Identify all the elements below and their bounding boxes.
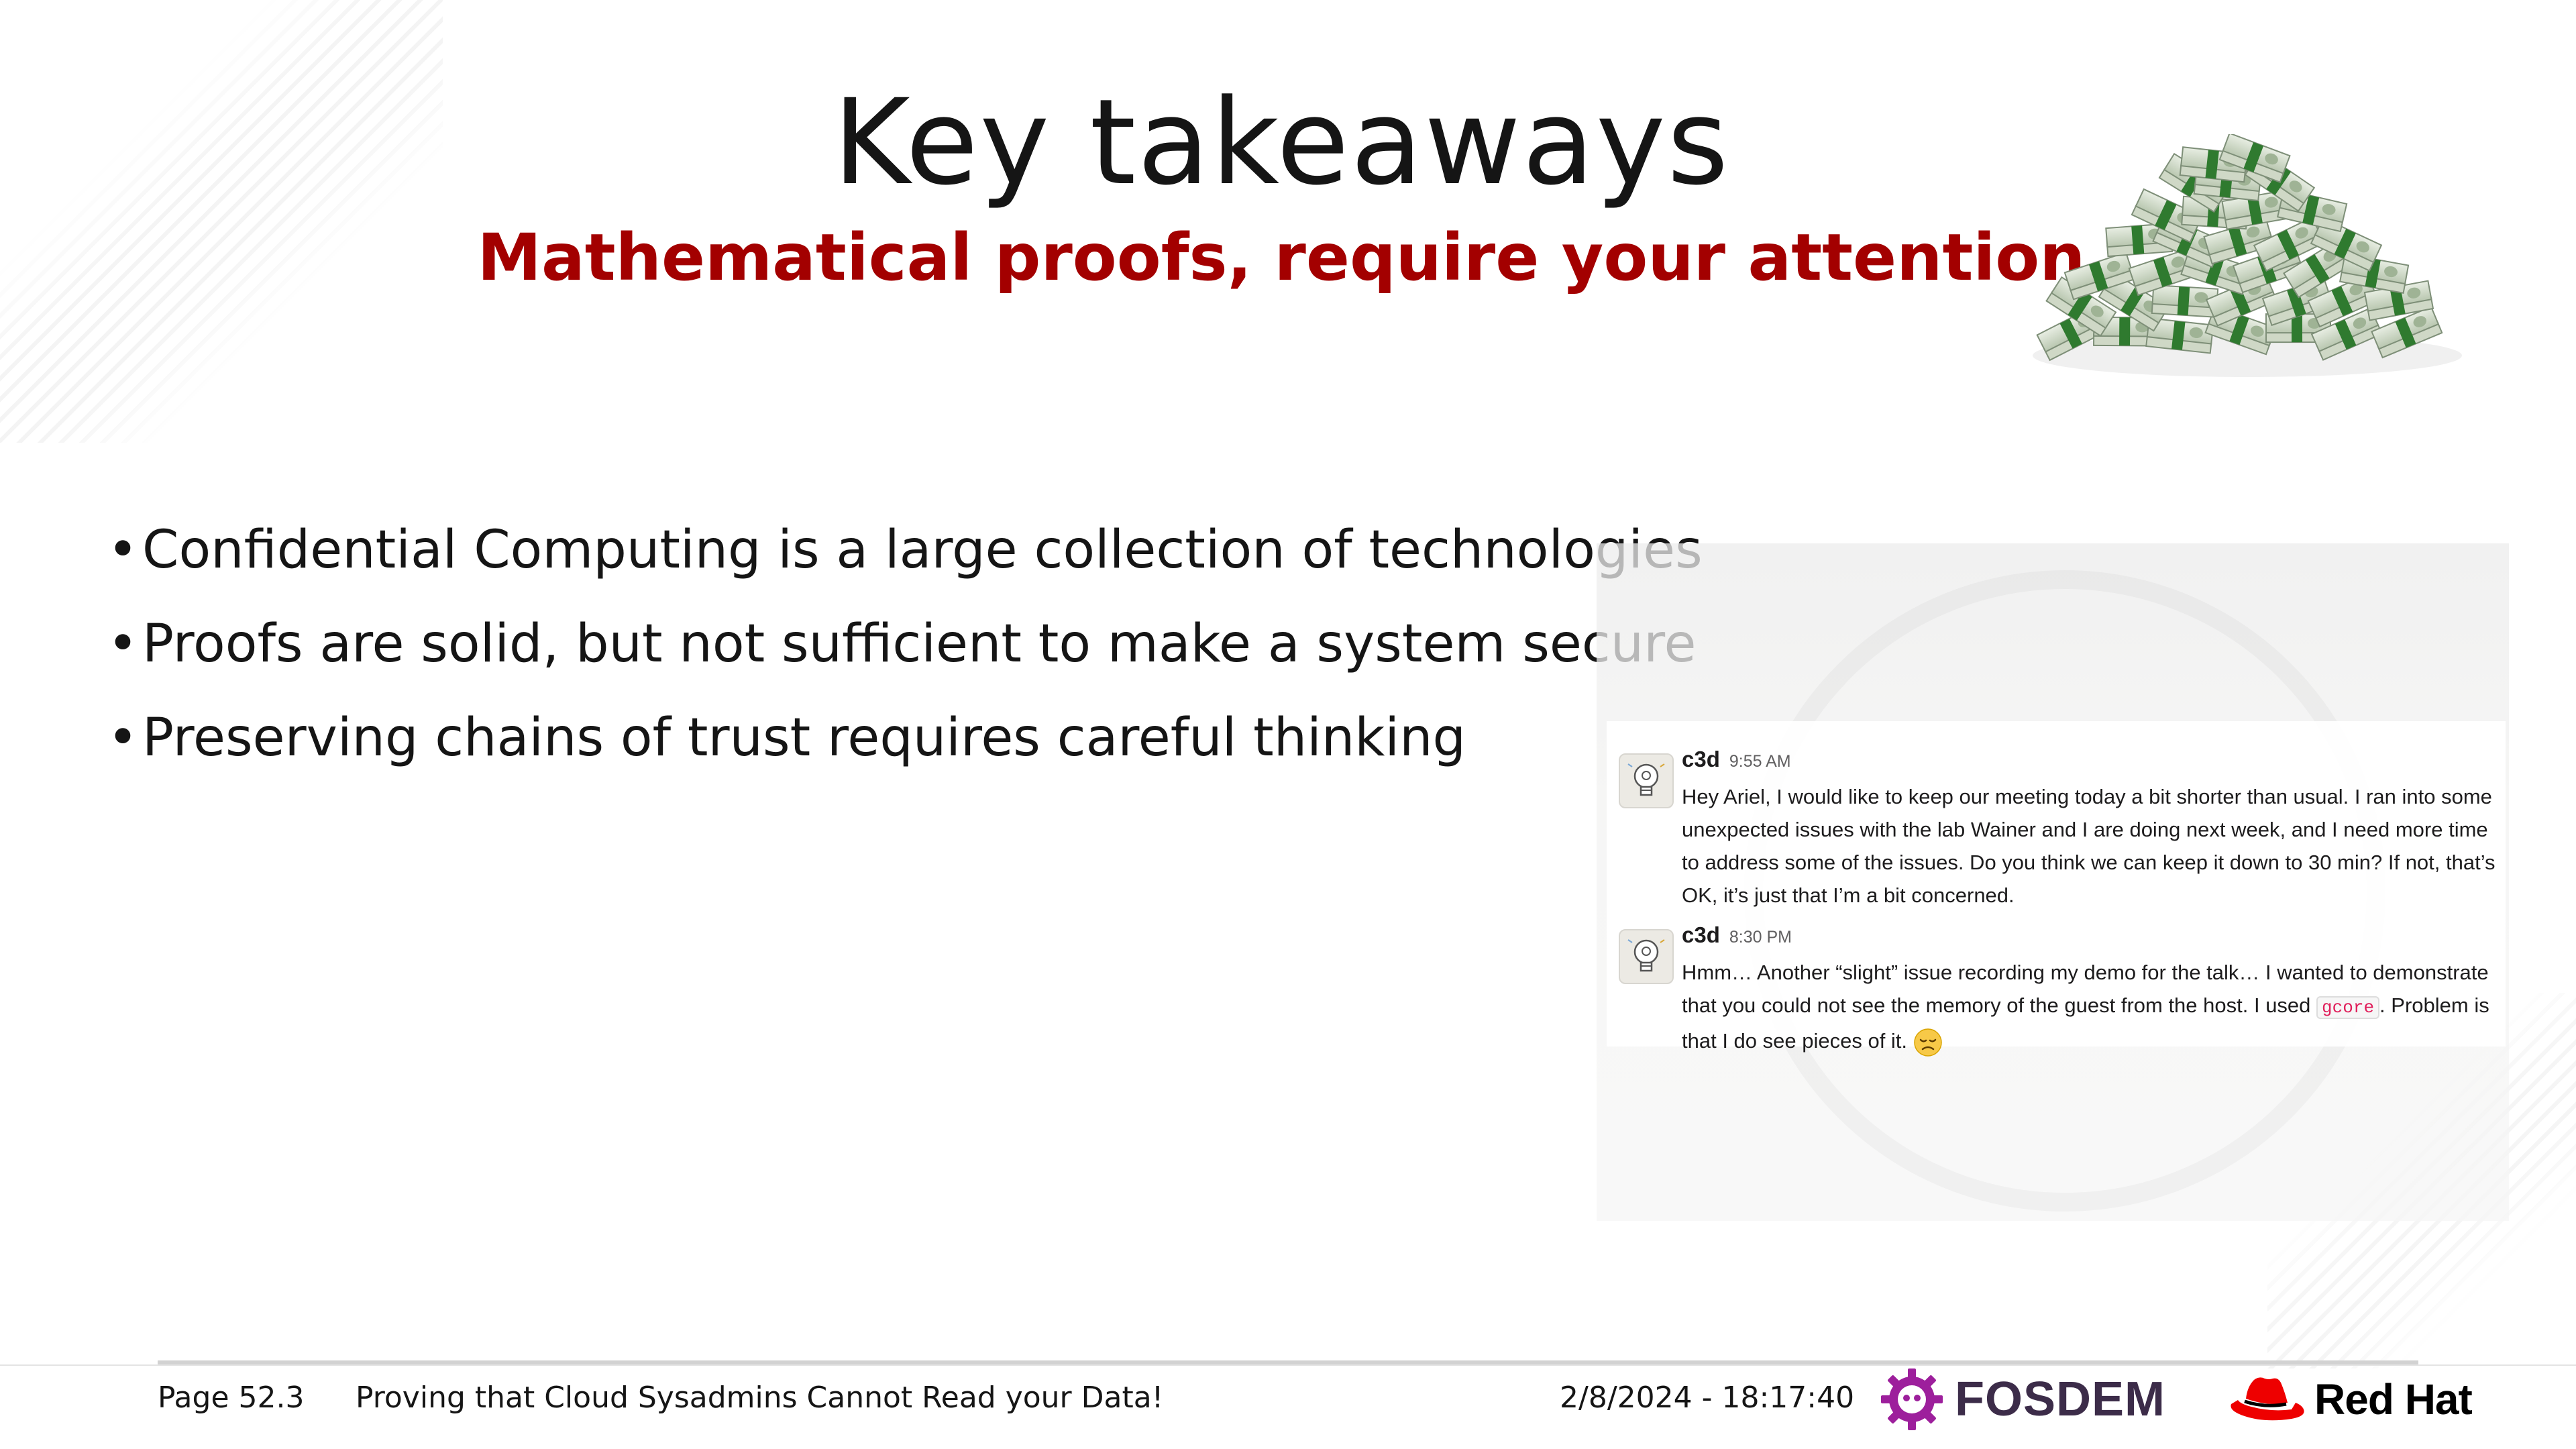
- money-band: [2229, 315, 2249, 345]
- money-band: [2155, 200, 2177, 231]
- fosdem-gear-icon: [1881, 1368, 1943, 1430]
- money-stack: [2145, 317, 2214, 354]
- lightbulb-avatar-icon: [1627, 939, 1665, 972]
- bill-portrait: [2349, 284, 2363, 296]
- message-text-part: . Problem is that I do see pieces of it.: [1682, 994, 2489, 1053]
- money-band: [2068, 290, 2092, 321]
- message-timestamp[interactable]: 9:55 AM: [1729, 752, 1791, 771]
- slide-subtitle: Mathematical proofs, require your attent…: [477, 220, 2086, 295]
- message-text-part: Hmm… Another “slight” issue recording my…: [1682, 961, 2489, 1017]
- bullet-marker: •: [107, 708, 139, 768]
- money-stack: [2371, 306, 2443, 359]
- slide-datetime: 2/8/2024 - 18:17:40: [1560, 1381, 1855, 1415]
- money-band: [2119, 317, 2131, 346]
- money-band: [2177, 286, 2190, 316]
- bill-portrait: [2251, 325, 2264, 337]
- takeaway-text: Preserving chains of trust requires care…: [142, 708, 1466, 768]
- bill-portrait: [2171, 256, 2185, 268]
- message-timestamp[interactable]: 8:30 PM: [1729, 928, 1792, 947]
- bill-portrait: [2106, 260, 2121, 272]
- slide-title: Key takeaways: [833, 74, 1730, 211]
- bill-portrait: [2189, 327, 2203, 339]
- disappointed-face-icon: [1913, 1028, 1942, 1057]
- takeaway-text: Confidential Computing is a large collec…: [142, 520, 1703, 580]
- bill-portrait: [2413, 316, 2427, 327]
- money-stack: [2179, 146, 2248, 183]
- money-band: [2287, 286, 2306, 317]
- bill-portrait: [2289, 180, 2302, 193]
- bill-portrait: [2264, 197, 2278, 208]
- money-band: [2334, 319, 2357, 350]
- takeaway-item: •Preserving chains of trust requires car…: [107, 691, 1703, 785]
- takeaway-text: Proofs are solid, but not sufficient to …: [142, 614, 1697, 674]
- money-band: [2334, 228, 2356, 259]
- money-band: [2171, 321, 2186, 350]
- page-number: Page 52.3: [158, 1381, 305, 1415]
- money-band: [2395, 317, 2416, 348]
- lightbulb-avatar-icon: [1627, 763, 1665, 796]
- takeaway-list: •Confidential Computing is a large colle…: [107, 503, 1703, 785]
- bill-portrait: [2356, 241, 2369, 253]
- message-text: Hmm… Another “slight” issue recording my…: [1682, 956, 2497, 1057]
- money-stack: [2063, 251, 2136, 301]
- bullet-marker: •: [107, 520, 139, 580]
- avatar: [1619, 753, 1674, 808]
- bill-portrait: [2407, 287, 2421, 299]
- money-stack: [2218, 134, 2291, 183]
- takeaway-item: •Confidential Computing is a large colle…: [107, 503, 1703, 597]
- footer-divider: [0, 1364, 2576, 1366]
- bill-portrait: [2384, 266, 2398, 278]
- redhat-logo: Red Hat: [2226, 1366, 2473, 1433]
- fosdem-wordmark: FOSDEM: [1955, 1373, 2166, 1426]
- bill-portrait: [2322, 204, 2336, 215]
- money-stack: [2310, 307, 2383, 361]
- bill-portrait: [2295, 227, 2308, 239]
- bill-portrait: [2090, 305, 2104, 317]
- footer-divider: [158, 1360, 2418, 1365]
- message-username[interactable]: c3d: [1682, 747, 1720, 771]
- money-stack: [2151, 284, 2219, 318]
- money-pile-image: [2033, 134, 2462, 377]
- bill-portrait: [2353, 317, 2367, 329]
- money-band: [2243, 142, 2264, 172]
- chat-screenshot: c3d 9:55 AM Hey Ariel, I would like to ke…: [1607, 721, 2506, 1057]
- avatar: [1619, 929, 1674, 984]
- redhat-wordmark: Red Hat: [2314, 1375, 2473, 1424]
- money-band: [2230, 285, 2251, 316]
- money-band: [2302, 195, 2320, 225]
- money-band: [2131, 225, 2145, 255]
- money-band: [2305, 254, 2330, 284]
- money-band: [2059, 318, 2082, 349]
- money-band: [2205, 255, 2224, 286]
- message-text: Hey Ariel, I would like to keep our meet…: [1682, 785, 2496, 907]
- money-band: [2277, 229, 2300, 260]
- bill-portrait: [2265, 153, 2278, 165]
- inline-code: gcore: [2316, 996, 2380, 1019]
- money-band: [2291, 314, 2303, 343]
- fosdem-logo: FOSDEM: [1878, 1366, 2165, 1433]
- money-band: [2088, 261, 2108, 292]
- talk-title: Proving that Cloud Sysadmins Cannot Read…: [356, 1381, 1164, 1415]
- red-hat-icon: [2231, 1377, 2304, 1421]
- money-band: [2247, 195, 2263, 225]
- money-band: [2229, 226, 2247, 257]
- money-band: [2153, 257, 2173, 287]
- bill-portrait: [2246, 226, 2260, 238]
- takeaway-item: •Proofs are solid, but not sufficient to…: [107, 597, 1703, 691]
- money-stack: [2363, 280, 2434, 321]
- message-username[interactable]: c3d: [1682, 922, 1720, 947]
- money-band: [2205, 150, 2219, 179]
- money-band: [2331, 286, 2353, 317]
- bill-portrait: [2194, 292, 2208, 303]
- bullet-marker: •: [107, 614, 139, 674]
